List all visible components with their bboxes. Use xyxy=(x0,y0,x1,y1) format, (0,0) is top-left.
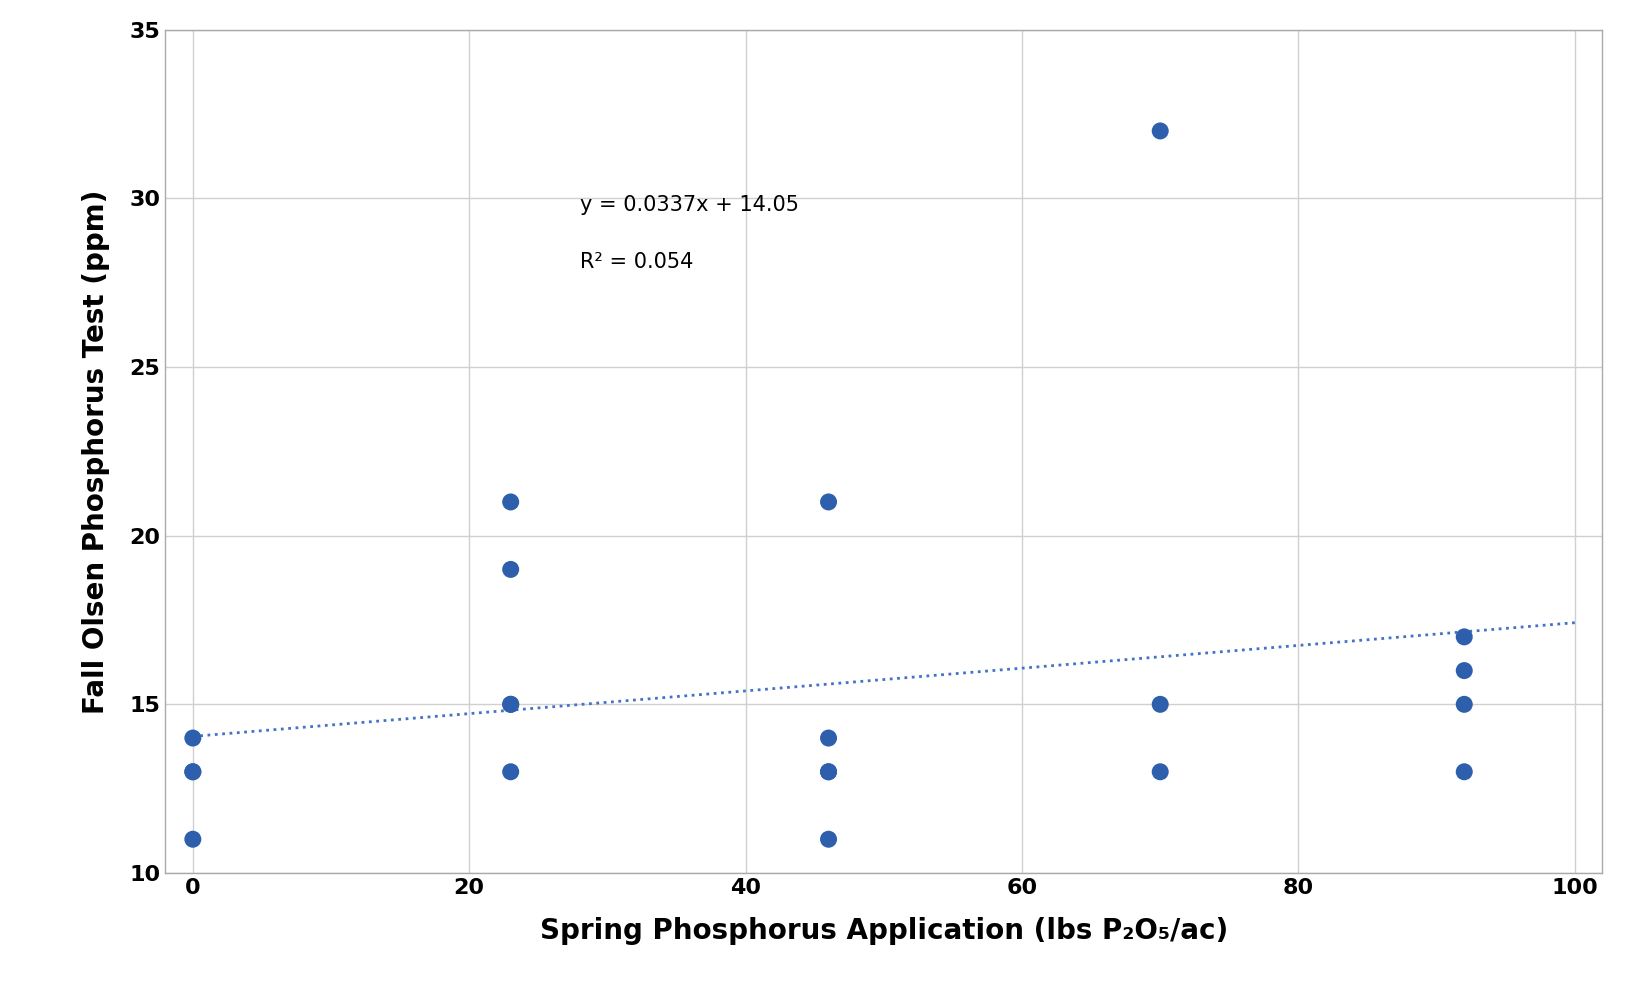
Point xyxy=(1146,696,1173,712)
X-axis label: Spring Phosphorus Application (lbs P₂O₅/ac): Spring Phosphorus Application (lbs P₂O₅/… xyxy=(540,918,1227,945)
Point xyxy=(1146,764,1173,780)
Point xyxy=(497,696,524,712)
Text: y = 0.0337x + 14.05: y = 0.0337x + 14.05 xyxy=(580,195,800,215)
Point xyxy=(1450,696,1477,712)
Text: R² = 0.054: R² = 0.054 xyxy=(580,253,694,273)
Point xyxy=(497,764,524,780)
Point xyxy=(180,831,206,847)
Point xyxy=(1450,629,1477,645)
Point xyxy=(816,764,843,780)
Point xyxy=(816,730,843,746)
Point xyxy=(1450,663,1477,679)
Point xyxy=(1450,764,1477,780)
Point xyxy=(816,764,843,780)
Point xyxy=(1146,123,1173,139)
Point xyxy=(180,730,206,746)
Point xyxy=(816,494,843,510)
Point xyxy=(180,764,206,780)
Point xyxy=(816,831,843,847)
Point xyxy=(497,696,524,712)
Point xyxy=(497,561,524,577)
Point xyxy=(497,494,524,510)
Y-axis label: Fall Olsen Phosphorus Test (ppm): Fall Olsen Phosphorus Test (ppm) xyxy=(81,189,109,713)
Point xyxy=(180,764,206,780)
